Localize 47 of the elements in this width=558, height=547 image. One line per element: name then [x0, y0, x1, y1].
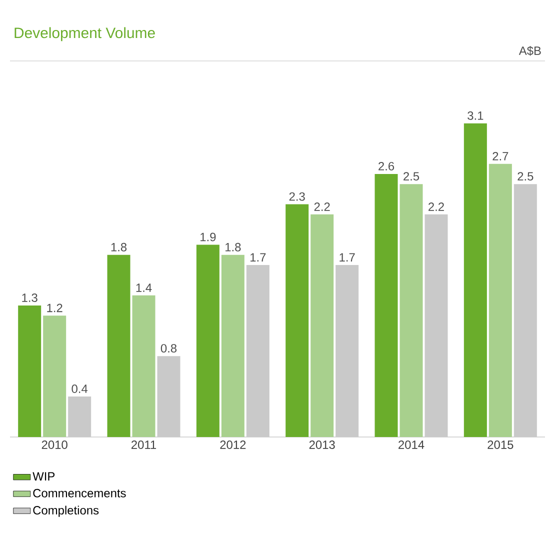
bar — [107, 254, 130, 437]
x-tick-label: 2011 — [131, 440, 156, 449]
x-tick-label: 2014 — [398, 440, 424, 449]
bar — [157, 356, 180, 437]
text: A$B — [518, 46, 541, 56]
data-label: 0.8 — [160, 344, 177, 353]
data-label: 1.8 — [226, 242, 241, 252]
bar — [18, 305, 42, 437]
data-label: 1.8 — [111, 242, 127, 252]
data-label: 2.6 — [378, 162, 394, 170]
bar — [424, 214, 448, 437]
x-tick-label: 2010 — [42, 440, 68, 449]
data-label: 2.3 — [289, 192, 305, 201]
legend-label: Completions — [33, 506, 99, 517]
data-label: 2.5 — [518, 172, 534, 181]
bar — [246, 265, 270, 437]
data-label: 1.2 — [47, 304, 62, 312]
legend-label: WIP — [32, 472, 55, 480]
data-label: 2.2 — [428, 202, 444, 211]
data-label: 1.4 — [136, 284, 152, 292]
bar — [514, 184, 537, 437]
data-label: 1.3 — [22, 293, 38, 302]
data-label: 1.9 — [200, 232, 216, 242]
x-tick-label: 2013 — [309, 440, 335, 449]
x-tick-label: 2012 — [220, 440, 246, 449]
bar — [336, 265, 359, 437]
bar — [221, 254, 244, 437]
data-label: 2.5 — [404, 172, 420, 181]
bar — [488, 164, 512, 437]
bar — [464, 123, 487, 437]
data-label: 1.7 — [340, 253, 355, 262]
bar — [400, 184, 423, 437]
bar — [286, 204, 309, 437]
x-tick-label: 2015 — [488, 440, 514, 449]
data-label: 0.4 — [72, 384, 88, 394]
legend-label: Commencements — [33, 488, 126, 498]
data-label: 1.7 — [250, 253, 266, 262]
bar — [68, 396, 92, 437]
bar — [196, 244, 220, 437]
data-label: 3.1 — [468, 111, 484, 120]
bar — [310, 214, 334, 437]
data-label: 2.2 — [314, 202, 330, 211]
data-label: 2.7 — [492, 152, 508, 160]
bar — [132, 295, 156, 437]
bar — [374, 174, 398, 437]
bar — [43, 316, 66, 437]
chart-title: Development Volume — [14, 27, 155, 42]
